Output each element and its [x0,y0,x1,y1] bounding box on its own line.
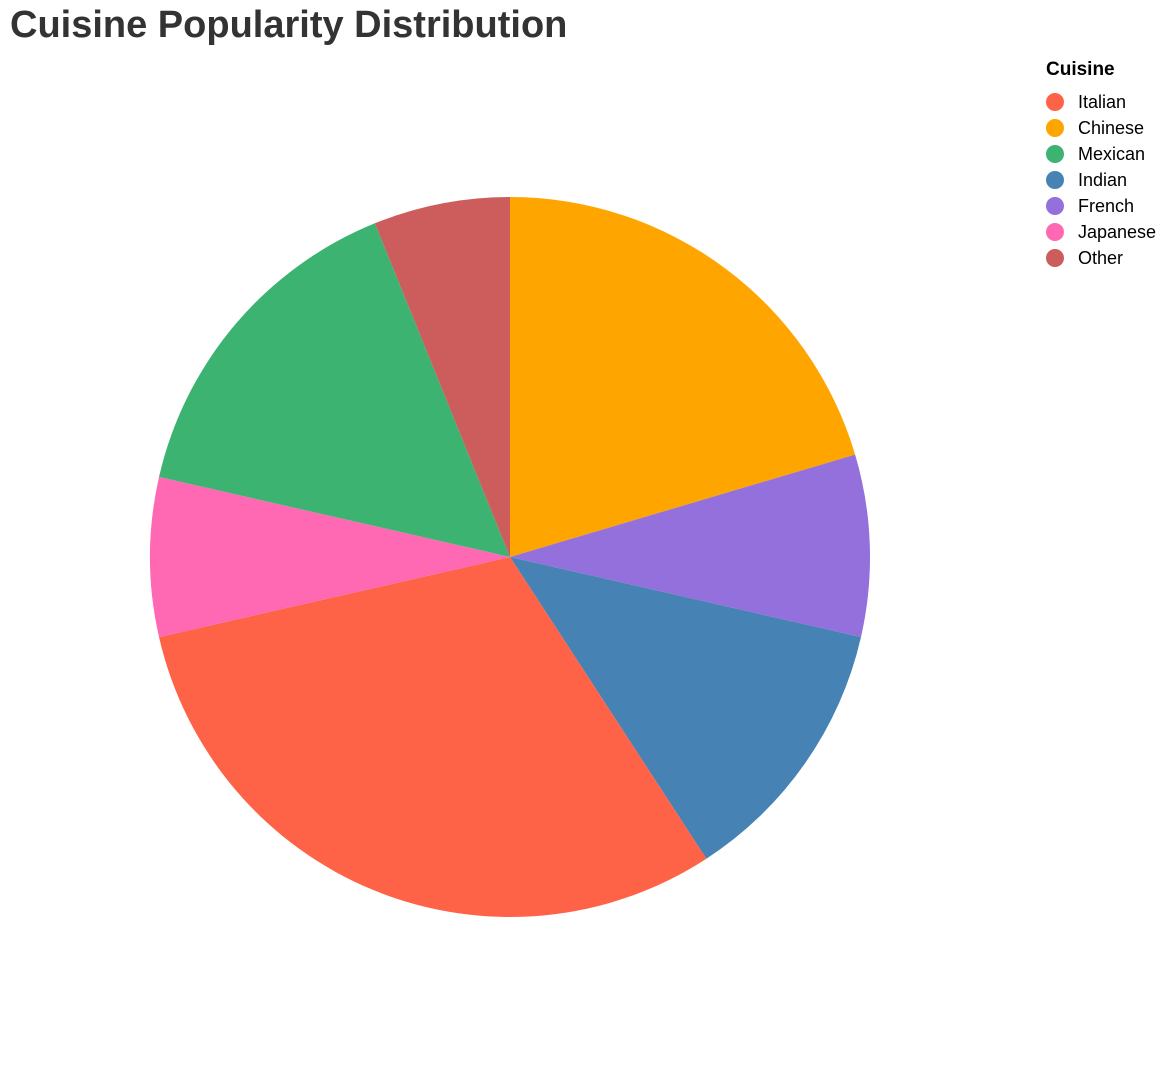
pie-slice-japanese [150,476,510,638]
legend: Cuisine Italian Chinese Mexican Indian Frenc… [1046,58,1156,271]
legend-swatch [1046,171,1064,189]
legend-title: Cuisine [1046,59,1115,80]
legend-items: Italian Chinese Mexican Indian French Japanes… [1046,89,1156,271]
legend-item-indian: Indian [1046,167,1156,193]
legend-item-french: French [1046,193,1156,219]
legend-label: Chinese [1078,117,1145,138]
pie-slice-mexican [159,223,510,557]
legend-item-italian: Italian [1046,89,1156,115]
legend-item-japanese: Japanese [1046,219,1156,245]
legend-label: Indian [1078,169,1128,190]
legend-label: Other [1078,247,1124,268]
pie-slice-chinese [510,197,856,557]
chart-title: Cuisine Popularity Distribution [10,4,568,46]
pie-slice-french [510,454,870,638]
legend-label: French [1078,195,1135,216]
legend-swatch [1046,145,1064,163]
pie-slice-italian [159,557,707,917]
pie-slice-other [374,197,510,557]
legend-item-chinese: Chinese [1046,115,1156,141]
legend-item-mexican: Mexican [1046,141,1156,167]
pie-slices [150,197,870,917]
legend-swatch [1046,93,1064,111]
legend-label: Mexican [1078,143,1146,164]
legend-swatch [1046,197,1064,215]
pie-slice-indian [510,557,861,859]
legend-label: Italian [1078,91,1127,112]
legend-label: Japanese [1078,221,1157,242]
legend-swatch [1046,119,1064,137]
legend-item-other: Other [1046,245,1156,271]
legend-swatch [1046,223,1064,241]
legend-swatch [1046,249,1064,267]
